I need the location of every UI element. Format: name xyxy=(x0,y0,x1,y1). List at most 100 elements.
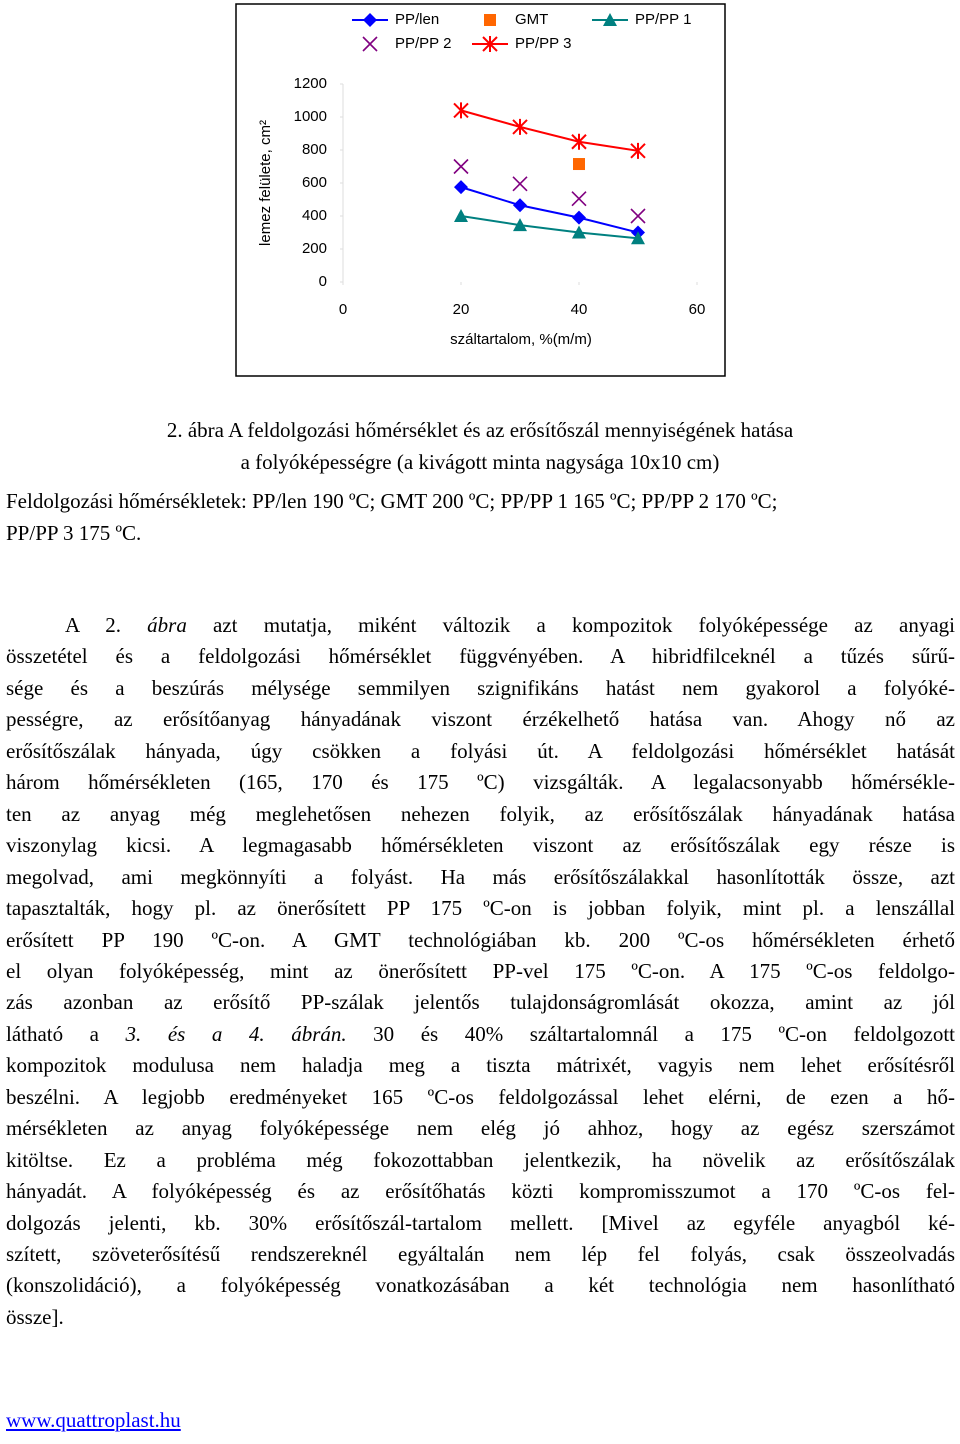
marker xyxy=(631,231,645,245)
body-line: hányadát. A folyóképesség és az erősítőh… xyxy=(6,1179,955,1204)
marker xyxy=(454,180,468,195)
marker xyxy=(453,102,469,119)
marker xyxy=(512,176,528,192)
text-run: ten az anyag még meglehetősen nehezen fo… xyxy=(6,801,955,826)
series-line xyxy=(460,109,639,152)
marker xyxy=(572,225,586,239)
text-run: A 2. xyxy=(65,613,148,637)
text-run: sége és a beszúrás mélysége semmilyen sz… xyxy=(6,675,955,700)
text-run: zás azonban az erősítő PP-szálak jelentő… xyxy=(6,990,955,1015)
text-run: pességre, az erősítőanyag hányadának vis… xyxy=(6,707,955,732)
body-line: látható a 3. és a 4. ábrán. 30 és 40% sz… xyxy=(6,1022,955,1047)
marker xyxy=(454,209,468,222)
marker xyxy=(512,118,528,135)
body-line: kitöltse. Ez a probléma még fokozottabba… xyxy=(6,1148,955,1173)
text-run: erősítőszálak hányada, úgy csökken a fol… xyxy=(6,738,955,763)
note-line: PP/PP 3 175 ºC. xyxy=(6,521,142,545)
marker xyxy=(363,13,377,27)
text-run: azt mutatja, miként változik a kompozito… xyxy=(186,613,955,637)
legend-label: PP/PP 2 xyxy=(395,35,451,52)
x-tick-label: 0 xyxy=(339,301,347,318)
caption-line: a folyóképességre (a kivágott minta nagy… xyxy=(240,450,720,474)
text-run: szített, szöveterősítésű rendszereknél e… xyxy=(6,1242,955,1266)
text-run: viszonylag kicsi. A legmagasabb hőmérsék… xyxy=(6,833,955,858)
y-tick-label: 800 xyxy=(302,141,327,158)
text-run: el olyan folyóképesség, mint az önerősít… xyxy=(6,958,955,983)
body-line: mérsékleten az anyag folyóképessége nem … xyxy=(6,1116,955,1141)
y-tick-label: 0 xyxy=(319,273,327,290)
body-line: (konszolidáció), a folyóképesség vonatko… xyxy=(6,1273,955,1298)
body-line: sége és a beszúrás mélysége semmilyen sz… xyxy=(6,676,955,701)
marker xyxy=(573,158,585,171)
legend-label: GMT xyxy=(515,11,548,28)
body-line: erősítőszálak hányada, úgy csökken a fol… xyxy=(6,739,955,764)
text-run: hányadát. A folyóképesség és az erősítőh… xyxy=(6,1179,955,1204)
marker xyxy=(571,191,587,207)
marker xyxy=(513,218,527,232)
text-run: megolvad, ami megkönnyíti a folyást. Ha … xyxy=(6,864,955,889)
body-line: három hőmérsékleten (165, 170 és 175 ºC)… xyxy=(6,770,955,795)
body-line: ten az anyag még meglehetősen nehezen fo… xyxy=(6,802,955,827)
marker xyxy=(513,198,527,213)
y-tick-label: 200 xyxy=(302,240,327,257)
text-run: erősített PP 190 ºC-on. A GMT technológi… xyxy=(6,927,955,952)
marker xyxy=(482,36,498,52)
text-run: látható a xyxy=(6,1021,126,1046)
x-tick-label: 60 xyxy=(689,301,706,318)
y-tick-label: 1200 xyxy=(294,75,327,92)
marker xyxy=(630,142,646,159)
footer-link[interactable]: www.quattroplast.hu xyxy=(6,1408,181,1432)
body-line: erősített PP 190 ºC-on. A GMT technológi… xyxy=(6,928,955,953)
marker xyxy=(630,208,646,224)
note-line: Feldolgozási hőmérsékletek: PP/len 190 º… xyxy=(6,489,778,513)
marker xyxy=(484,14,496,26)
y-axis-label: lemez felülete, cm² xyxy=(257,120,274,246)
y-tick-label: 1000 xyxy=(294,108,327,125)
series-line xyxy=(460,186,639,234)
legend-label: PP/PP 1 xyxy=(635,11,691,28)
text-run: 3. és a 4. ábrán. xyxy=(125,1021,347,1046)
text-run: kitöltse. Ez a probléma még fokozottabba… xyxy=(6,1147,955,1172)
text-run: tapasztalták, hogy pl. az önerősített PP… xyxy=(6,896,955,921)
marker xyxy=(572,210,586,225)
body-line: kompozitok modulusa nem haladja meg a ti… xyxy=(6,1053,955,1078)
caption-line: 2. ábra A feldolgozási hőmérséklet és az… xyxy=(166,418,794,442)
marker xyxy=(362,36,378,52)
legend-label: PP/PP 3 xyxy=(515,35,571,52)
y-tick-label: 600 xyxy=(302,174,327,191)
text-run: kompozitok modulusa nem haladja meg a ti… xyxy=(6,1053,955,1078)
body-line: össze]. xyxy=(6,1305,955,1330)
x-tick-label: 20 xyxy=(453,301,470,318)
body-line: el olyan folyóképesség, mint az önerősít… xyxy=(6,959,955,984)
body-line: szített, szöveterősítésű rendszereknél e… xyxy=(6,1242,955,1267)
marker xyxy=(571,133,587,150)
chart-frame xyxy=(235,3,726,377)
marker xyxy=(603,13,617,26)
text-run: beszélni. A legjobb eredményeket 165 ºC-… xyxy=(6,1084,955,1109)
marker xyxy=(453,158,469,175)
body-line: zás azonban az erősítő PP-szálak jelentő… xyxy=(6,990,955,1015)
text-run: ábra xyxy=(147,613,187,637)
body-line: összetétel és a feldolgozási hőmérséklet… xyxy=(6,644,955,669)
body-line: megolvad, ami megkönnyíti a folyást. Ha … xyxy=(6,865,955,890)
chart: száltartalom, %(m/m) lemez felülete, cm²… xyxy=(235,3,726,377)
x-tick-label: 40 xyxy=(571,301,588,318)
text-run: három hőmérsékleten (165, 170 és 175 ºC)… xyxy=(6,770,955,795)
x-axis-label: száltartalom, %(m/m) xyxy=(450,331,592,348)
text-run: dolgozás jelenti, kb. 30% erősítőszál-ta… xyxy=(6,1210,955,1235)
body-line: tapasztalták, hogy pl. az önerősített PP… xyxy=(6,896,955,921)
series-line xyxy=(460,215,639,240)
text-run: (konszolidáció), a folyóképesség vonatko… xyxy=(6,1273,955,1298)
text-run: össze]. xyxy=(6,1304,64,1329)
body-line: dolgozás jelenti, kb. 30% erősítőszál-ta… xyxy=(6,1211,955,1236)
legend-label: PP/len xyxy=(395,11,439,28)
body-line: beszélni. A legjobb eredményeket 165 ºC-… xyxy=(6,1085,955,1110)
text-run: 30 és 40% száltartalomnál a 175 ºC-on fe… xyxy=(346,1021,955,1046)
text-run: összetétel és a feldolgozási hőmérséklet… xyxy=(6,644,955,669)
text-run: mérsékleten az anyag folyóképessége nem … xyxy=(6,1116,955,1141)
body-line: viszonylag kicsi. A legmagasabb hőmérsék… xyxy=(6,833,955,858)
y-tick-label: 400 xyxy=(302,207,327,224)
body-line: A 2. ábra azt mutatja, miként változik a… xyxy=(65,613,955,638)
body-line: pességre, az erősítőanyag hányadának vis… xyxy=(6,707,955,732)
